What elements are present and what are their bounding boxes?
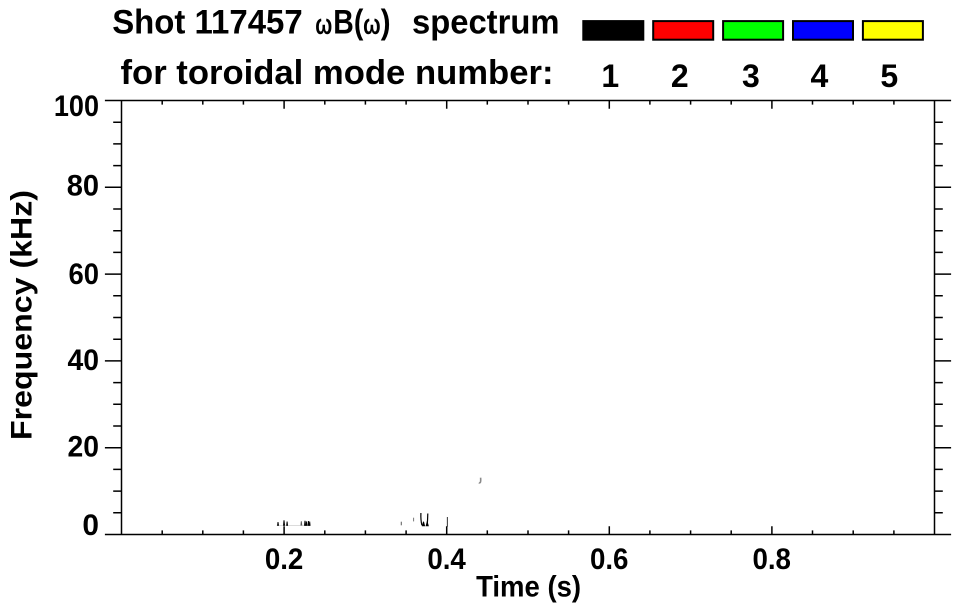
svg-text:0.8: 0.8 (752, 543, 791, 576)
svg-text:100: 100 (54, 90, 99, 123)
svg-text:80: 80 (67, 170, 99, 203)
svg-text:B(: B( (333, 3, 364, 41)
svg-text:for toroidal mode number:: for toroidal mode number: (121, 54, 554, 92)
svg-text:0.2: 0.2 (265, 543, 304, 576)
svg-text:1: 1 (601, 58, 619, 94)
svg-text:spectrum: spectrum (412, 3, 560, 41)
svg-text:60: 60 (69, 258, 100, 291)
svg-text:4: 4 (811, 58, 829, 94)
svg-text:0: 0 (82, 509, 99, 542)
svg-text:0.6: 0.6 (590, 543, 629, 576)
svg-text:40: 40 (68, 344, 100, 377)
svg-text:ω: ω (315, 9, 332, 41)
svg-text:Time (s): Time (s) (476, 570, 581, 603)
svg-text:): ) (381, 3, 391, 41)
svg-text:0.4: 0.4 (427, 543, 466, 576)
svg-text:Frequency (kHz): Frequency (kHz) (6, 190, 39, 440)
svg-text:5: 5 (880, 58, 898, 94)
svg-text:2: 2 (671, 58, 689, 94)
svg-text:20: 20 (68, 431, 100, 464)
svg-text:3: 3 (742, 58, 760, 94)
svg-text:Shot 117457: Shot 117457 (112, 3, 303, 41)
svg-text:ω: ω (363, 9, 381, 41)
